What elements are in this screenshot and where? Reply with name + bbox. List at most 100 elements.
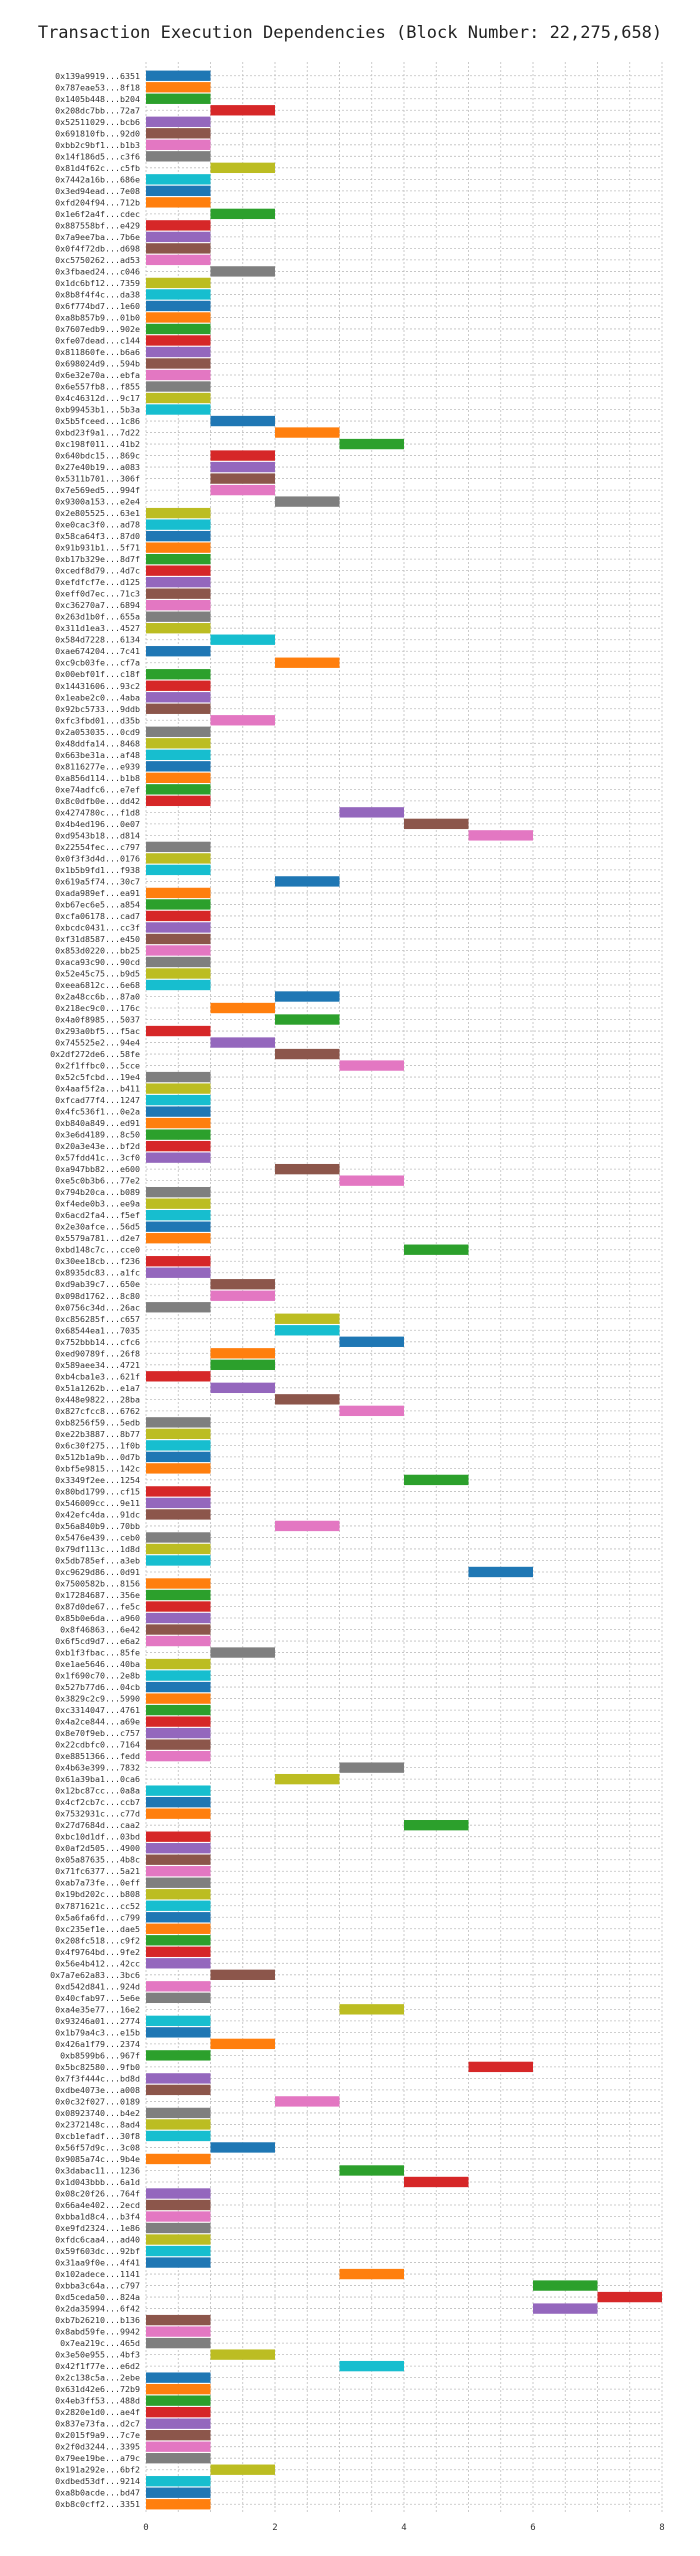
y-tick-label: 0x2da35994...6f42 <box>55 2304 140 2314</box>
transaction-bar <box>146 254 211 266</box>
y-tick-label: 0xd9ab39c7...650e <box>55 1279 140 1289</box>
transaction-bar <box>146 1186 211 1198</box>
transaction-bar <box>146 197 211 208</box>
transaction-bar <box>146 726 211 737</box>
y-tick-label: 0xb1f3fbac...85fe <box>55 1648 140 1658</box>
transaction-bar <box>146 70 211 81</box>
bars-layer <box>146 70 662 2510</box>
transaction-bar <box>275 496 340 507</box>
y-tick-label: 0xbd148c7c...cce0 <box>55 1245 140 1255</box>
y-tick-label: 0xab7a73fe...0eff <box>55 1878 140 1888</box>
y-tick-label: 0xe1ae5646...40ba <box>55 1659 140 1669</box>
transaction-bar <box>146 2119 211 2130</box>
y-tick-label: 0x6f5cd9d7...e6a2 <box>55 1636 140 1646</box>
x-tick-label: 2 <box>272 2523 277 2533</box>
y-tick-label: 0xb99453b1...5b3a <box>55 405 140 415</box>
transaction-bar <box>210 1037 275 1048</box>
transaction-bar <box>146 1958 211 1969</box>
transaction-bar <box>146 2453 211 2464</box>
transaction-bar <box>146 174 211 185</box>
y-tick-label: 0x2e30afce...56d5 <box>55 1222 140 1232</box>
y-tick-label: 0x81d4f62c...c5fb <box>55 163 140 173</box>
transaction-bar <box>146 1796 211 1808</box>
transaction-bar <box>339 1175 404 1186</box>
y-tick-label: 0x631d42e6...72b9 <box>55 2384 140 2394</box>
transaction-bar <box>146 277 211 289</box>
transaction-bar <box>146 611 211 622</box>
y-tick-label: 0x6c30f275...1f0b <box>55 1440 140 1450</box>
transaction-bar <box>533 2280 598 2291</box>
transaction-bar <box>146 1681 211 1693</box>
y-tick-label: 0x1d043bbb...6a1d <box>55 2177 140 2187</box>
transaction-bar <box>468 830 533 841</box>
y-tick-label: 0xb8599b6...967f <box>60 2050 140 2060</box>
y-tick-label: 0x22cdbfc0...7164 <box>55 1740 140 1750</box>
transaction-bar <box>210 473 275 484</box>
y-tick-label: 0xb67ec6e5...a854 <box>55 899 140 909</box>
transaction-bar <box>146 2337 211 2349</box>
y-tick-label: 0x58ca64f3...87d0 <box>55 531 140 541</box>
transaction-bar <box>275 1394 340 1405</box>
y-tick-label: 0x7a7e62a83...3bc6 <box>50 1970 140 1980</box>
transaction-bar <box>146 2027 211 2038</box>
y-tick-label: 0x098d1762...8c80 <box>55 1291 140 1301</box>
transaction-bar <box>146 1843 211 1854</box>
transaction-bar <box>404 1244 469 1255</box>
y-tick-label: 0xae674204...7c41 <box>55 646 140 656</box>
transaction-bar <box>146 507 211 519</box>
y-tick-label: 0xb840a849...ed91 <box>55 1118 140 1128</box>
transaction-bar <box>146 968 211 979</box>
transaction-bar <box>146 2257 211 2268</box>
transaction-bar <box>146 2314 211 2326</box>
transaction-bar <box>275 1773 340 1785</box>
y-tick-label: 0xc856285f...c657 <box>55 1314 140 1324</box>
transaction-bar <box>275 427 340 438</box>
transaction-bar <box>146 2441 211 2452</box>
y-tick-label: 0x4b4ed196...0e07 <box>55 819 140 829</box>
y-tick-label: 0xeea6812c...6e68 <box>55 980 140 990</box>
y-tick-label: 0xbc10d1df...03bd <box>55 1832 140 1842</box>
transaction-bar <box>146 1083 211 1094</box>
transaction-bar <box>146 151 211 162</box>
y-tick-label: 0x14f186d5...c3f6 <box>55 151 140 161</box>
y-tick-label: 0x0f3f3d4d...0176 <box>55 853 140 863</box>
y-tick-label: 0x8935dc83...a1fc <box>55 1268 140 1278</box>
y-tick-label: 0x0756c34d...26ac <box>55 1302 140 1312</box>
transaction-bar <box>146 1371 211 1382</box>
transaction-bar <box>339 807 404 818</box>
transaction-bar <box>146 2153 211 2165</box>
y-tick-label: 0x68544ea1...7035 <box>55 1325 140 1335</box>
transaction-bar <box>146 185 211 197</box>
y-tick-label: 0x7442a16b...686e <box>55 174 140 184</box>
y-tick-label: 0x0c32f027...0189 <box>55 2096 140 2106</box>
transaction-bar <box>146 323 211 335</box>
y-tick-label: 0x589aee34...4721 <box>55 1360 140 1370</box>
y-tick-label: 0x91b931b1...5f71 <box>55 543 140 553</box>
transaction-bar <box>146 1256 211 1267</box>
transaction-bar <box>146 784 211 795</box>
y-tick-label: 0xf4ede0b3...ee9a <box>55 1199 140 1209</box>
y-tick-label: 0x2df272de6...58fe <box>50 1049 140 1059</box>
y-tick-label: 0x191a292e...6bf2 <box>55 2465 140 2475</box>
transaction-bar <box>146 128 211 139</box>
transaction-bar <box>146 519 211 530</box>
y-tick-label: 0x448e9822...28ba <box>55 1394 140 1404</box>
transaction-bar <box>146 1198 211 1209</box>
transaction-bar <box>146 82 211 93</box>
y-tick-label: 0x853d0220...bb25 <box>55 945 140 955</box>
transaction-bar <box>146 772 211 784</box>
transaction-bar <box>146 600 211 611</box>
y-tick-label: 0x584d7228...6134 <box>55 635 140 645</box>
transaction-bar <box>146 1071 211 1083</box>
y-tick-label: 0xe5c0b3b6...77e2 <box>55 1176 140 1186</box>
y-tick-label: 0x827cfcc8...6762 <box>55 1406 140 1416</box>
transaction-bar <box>146 2499 211 2510</box>
y-tick-label: 0x8f46863...6e42 <box>60 1625 140 1635</box>
transaction-bar <box>146 1463 211 1474</box>
y-tick-label: 0x87d0de67...fe5c <box>55 1602 140 1612</box>
transaction-bar <box>146 1866 211 1877</box>
transaction-bar <box>210 450 275 461</box>
transaction-bar <box>146 1451 211 1463</box>
transaction-bar <box>146 93 211 104</box>
transaction-bar <box>146 1233 211 1244</box>
